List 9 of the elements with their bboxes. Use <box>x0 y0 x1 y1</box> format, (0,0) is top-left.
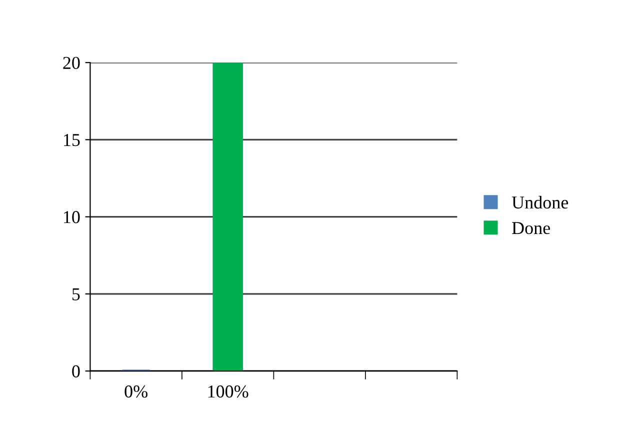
legend-label: Undone <box>512 196 568 209</box>
y-tick-label: 15 <box>64 134 80 146</box>
x-tick-label: 0% <box>124 385 148 398</box>
x-tick-label: 100% <box>208 385 248 398</box>
y-tick-label: 10 <box>64 211 80 224</box>
y-tick-label: 0 <box>72 365 80 378</box>
y-tick-label: 20 <box>63 56 80 70</box>
y-tick-label: 5 <box>72 288 80 300</box>
legend-label: Done <box>512 222 550 234</box>
